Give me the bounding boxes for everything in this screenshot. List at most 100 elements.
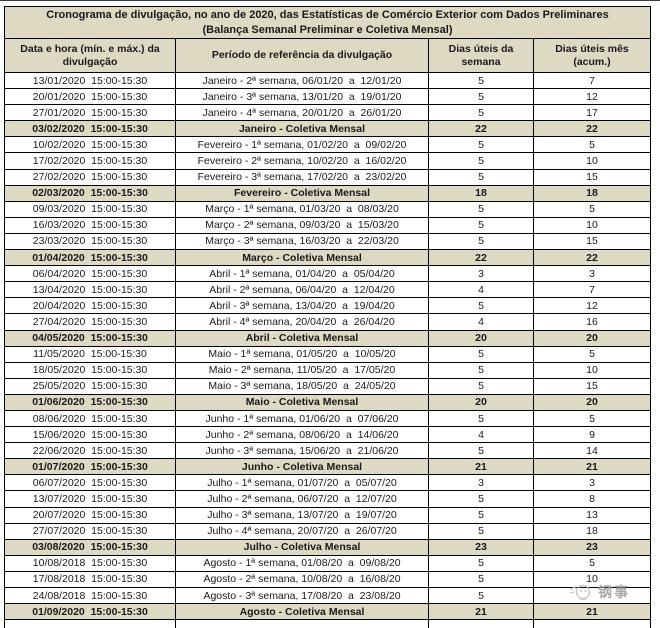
cell-month-days: 21 — [586, 605, 598, 618]
cell-period: Fevereiro - 3ª semana, 17/02/20 a 23/02/… — [176, 169, 429, 185]
table-body: 13/01/2020 15:00-15:30 Janeiro - 2ª sema… — [5, 73, 650, 621]
cell-week-days: 5 — [429, 410, 534, 427]
cell-datetime: 01/07/2020 15:00-15:30 — [5, 459, 176, 475]
cell-period: Junho - 3ª semana, 15/06/20 a 21/06/20 — [176, 443, 429, 459]
cell-month-days: 7 — [589, 74, 595, 87]
table-row: 23/03/2020 15:00-15:30 Março - 3ª semana… — [5, 233, 650, 251]
cell-week-days: 5 — [429, 443, 534, 459]
table-row-partial — [5, 620, 650, 628]
cell-month-days — [534, 620, 650, 628]
cell-datetime: 25/05/2020 15:00-15:30 — [5, 378, 176, 394]
cell-week-days: 5 — [429, 169, 534, 185]
table-row: 03/02/2020 15:00-15:30 Janeiro - Coletiv… — [5, 121, 650, 138]
cell-datetime: 09/03/2020 15:00-15:30 — [5, 201, 176, 217]
cell-month-days: 15 — [586, 235, 598, 248]
table-row: 27/01/2020 15:00-15:30 Janeiro - 4ª sema… — [5, 105, 650, 122]
cell-week-days: 22 — [429, 250, 534, 266]
cell-week-days: 5 — [429, 523, 534, 539]
cell-datetime: 01/09/2020 15:00-15:30 — [5, 604, 176, 620]
cell-month-days: 5 — [589, 348, 595, 361]
cell-period: Julho - 4ª semana, 20/07/20 a 26/07/20 — [176, 523, 429, 539]
cell-week-days: 5 — [429, 555, 534, 571]
cell-week-days: 5 — [429, 153, 534, 169]
cell-datetime: 16/03/2020 15:00-15:30 — [5, 217, 176, 233]
cell-datetime: 27/04/2020 15:00-15:30 — [5, 314, 176, 330]
cell-month-days: 10 — [586, 364, 598, 377]
cell-datetime: 13/04/2020 15:00-15:30 — [5, 282, 176, 298]
cell-period: Janeiro - 2ª semana, 06/01/20 a 12/01/20 — [176, 73, 429, 89]
table-row: 13/07/2020 15:00-15:30 Julho - 2ª semana… — [5, 491, 650, 508]
table-row: 16/03/2020 15:00-15:30 Março - 2ª semana… — [5, 217, 650, 234]
table-row: 01/06/2020 15:00-15:30 Maio - Coletiva M… — [5, 394, 650, 411]
cell-month-days: 15 — [586, 171, 598, 184]
cell-period: Abril - 3ª semana, 13/04/20 a 19/04/20 — [176, 298, 429, 314]
cell-month-days: 10 — [586, 573, 598, 586]
cell-month-days: 16 — [586, 315, 598, 328]
cell-period: Agosto - 1ª semana, 01/08/20 a 09/08/20 — [176, 555, 429, 571]
cell-datetime: 13/01/2020 15:00-15:30 — [5, 73, 176, 89]
cell-week-days: 3 — [429, 266, 534, 282]
cell-period: Maio - 1ª semana, 01/05/20 a 10/05/20 — [176, 346, 429, 362]
cell-week-days: 5 — [429, 89, 534, 105]
cell-month-days: 21 — [586, 460, 598, 473]
cell-period: Maio - Coletiva Mensal — [176, 394, 429, 410]
cell-month-days: 5 — [589, 203, 595, 216]
table-row: 01/07/2020 15:00-15:30 Junho - Coletiva … — [5, 459, 650, 476]
table-row: 18/05/2020 15:00-15:30 Maio - 2ª semana,… — [5, 362, 650, 379]
table-row: 20/01/2020 15:00-15:30 Janeiro - 3ª sema… — [5, 89, 650, 106]
cell-datetime: 24/08/2018 15:00-15:30 — [5, 588, 176, 604]
cell-week-days: 5 — [429, 362, 534, 378]
cell-month-days: 10 — [586, 155, 598, 168]
cell-datetime: 22/06/2020 15:00-15:30 — [5, 443, 176, 459]
cell-period: Fevereiro - 1ª semana, 01/02/20 a 09/02/… — [176, 137, 429, 153]
cell-period: Abril - Coletiva Mensal — [176, 330, 429, 346]
cell-week-days: 5 — [429, 507, 534, 523]
cell-week-days: 20 — [429, 394, 534, 410]
cell-week-days: 4 — [429, 282, 534, 298]
cell-week-days: 5 — [429, 588, 534, 604]
cell-period: Abril - 1ª semana, 01/04/20 a 05/04/20 — [176, 266, 429, 282]
cell-month-days: 22 — [586, 251, 598, 264]
cell-period: Fevereiro - 2ª semana, 10/02/20 a 16/02/… — [176, 153, 429, 169]
cell-month-days: 14 — [586, 444, 598, 457]
cell-week-days: 18 — [429, 185, 534, 201]
cell-week-days: 5 — [429, 298, 534, 314]
table-row: 27/07/2020 15:00-15:30 Julho - 4ª semana… — [5, 523, 650, 540]
cell-week-days: 5 — [429, 217, 534, 233]
cell-datetime: 10/08/2018 15:00-15:30 — [5, 555, 176, 571]
cell-datetime: 13/07/2020 15:00-15:30 — [5, 491, 176, 507]
cell-month-days: 5 — [589, 412, 595, 425]
cell-month-days: 9 — [589, 428, 595, 441]
cell-period: Agosto - 2ª semana, 10/08/20 a 16/08/20 — [176, 571, 429, 587]
cell-period: Fevereiro - Coletiva Mensal — [176, 185, 429, 201]
cell-month-days: 13 — [586, 509, 598, 522]
header-month-days: Dias úteis mês (acum.) — [555, 43, 629, 68]
cell-period: Março - Coletiva Mensal — [176, 250, 429, 266]
cell-week-days: 5 — [429, 571, 534, 587]
cell-period: Julho - 3ª semana, 13/07/20 a 19/07/20 — [176, 507, 429, 523]
cell-datetime: 06/04/2020 15:00-15:30 — [5, 266, 176, 282]
cell-datetime: 04/05/2020 15:00-15:30 — [5, 330, 176, 346]
table-row: 22/06/2020 15:00-15:30 Junho - 3ª semana… — [5, 443, 650, 460]
cell-datetime: 20/01/2020 15:00-15:30 — [5, 89, 176, 105]
cell-week-days: 4 — [429, 427, 534, 443]
table-row: 06/04/2020 15:00-15:30 Abril - 1ª semana… — [5, 266, 650, 283]
cell-datetime: 27/07/2020 15:00-15:30 — [5, 523, 176, 539]
cell-month-days: 5 — [589, 557, 595, 570]
cell-month-days: 17 — [586, 106, 598, 119]
cell-month-days — [534, 588, 650, 603]
cell-period: Janeiro - 4ª semana, 20/01/20 a 26/01/20 — [176, 105, 429, 121]
cell-month-days: 12 — [586, 299, 598, 312]
table-row: 27/02/2020 15:00-15:30 Fevereiro - 3ª se… — [5, 169, 650, 186]
table-row: 13/01/2020 15:00-15:30 Janeiro - 2ª sema… — [5, 73, 650, 90]
table-row: 20/07/2020 15:00-15:30 Julho - 3ª semana… — [5, 507, 650, 524]
cell-period — [176, 620, 429, 628]
table-row: 24/08/2018 15:00-15:30 Agosto - 3ª seman… — [5, 588, 650, 605]
cell-period: Julho - Coletiva Mensal — [176, 539, 429, 555]
cell-month-days: 5 — [589, 138, 595, 151]
cell-month-days: 3 — [589, 476, 595, 489]
cell-datetime: 02/03/2020 15:00-15:30 — [5, 185, 176, 201]
cell-period: Março - 1ª semana, 01/03/20 a 08/03/20 — [176, 201, 429, 217]
cell-datetime: 11/05/2020 15:00-15:30 — [5, 346, 176, 362]
cell-period: Abril - 4ª semana, 20/04/20 a 26/04/20 — [176, 314, 429, 330]
